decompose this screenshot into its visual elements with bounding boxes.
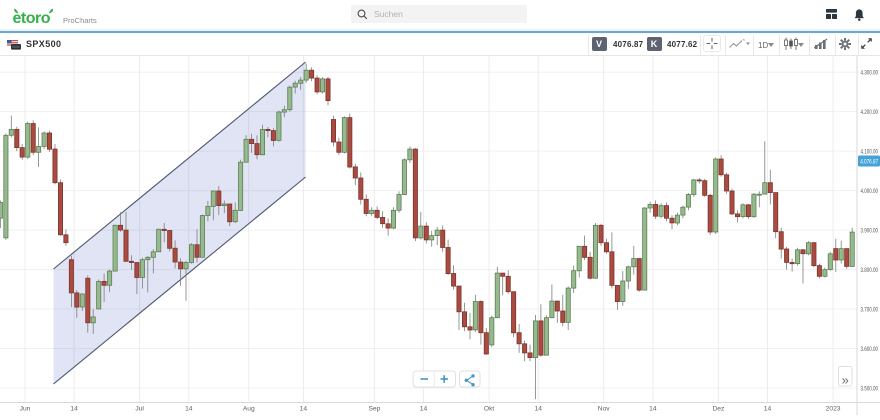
svg-text:3.900.00: 3.900.00 [861,227,879,234]
svg-text:4.200.00: 4.200.00 [861,109,879,116]
svg-text:4.076.87: 4.076.87 [860,159,878,166]
svg-text:etoro: etoro [13,10,51,25]
svg-text:Sep: Sep [368,405,380,412]
svg-text:2023: 2023 [826,405,841,412]
svg-text:4.100.00: 4.100.00 [861,148,879,155]
svg-text:Jun: Jun [20,405,31,412]
svg-text:14: 14 [300,405,308,412]
svg-text:3.500.00: 3.500.00 [861,385,879,392]
svg-text:Nov: Nov [598,405,611,412]
svg-text:14: 14 [764,405,772,412]
svg-text:4.000.00: 4.000.00 [861,188,879,195]
svg-text:Aug: Aug [243,405,255,412]
svg-text:14: 14 [185,405,193,412]
svg-text:4.300.00: 4.300.00 [861,70,879,77]
svg-text:14: 14 [420,405,428,412]
svg-text:14: 14 [649,405,657,412]
svg-text:3.700.00: 3.700.00 [861,306,879,313]
svg-text:Jul: Jul [135,405,144,412]
svg-text:3.800.00: 3.800.00 [861,267,879,274]
svg-text:»: » [842,373,849,388]
svg-text:14: 14 [534,405,542,412]
svg-text:3.600.00: 3.600.00 [861,346,879,353]
svg-text:Dez: Dez [712,405,725,412]
svg-text:Okt: Okt [484,405,495,412]
svg-text:14: 14 [70,405,78,412]
